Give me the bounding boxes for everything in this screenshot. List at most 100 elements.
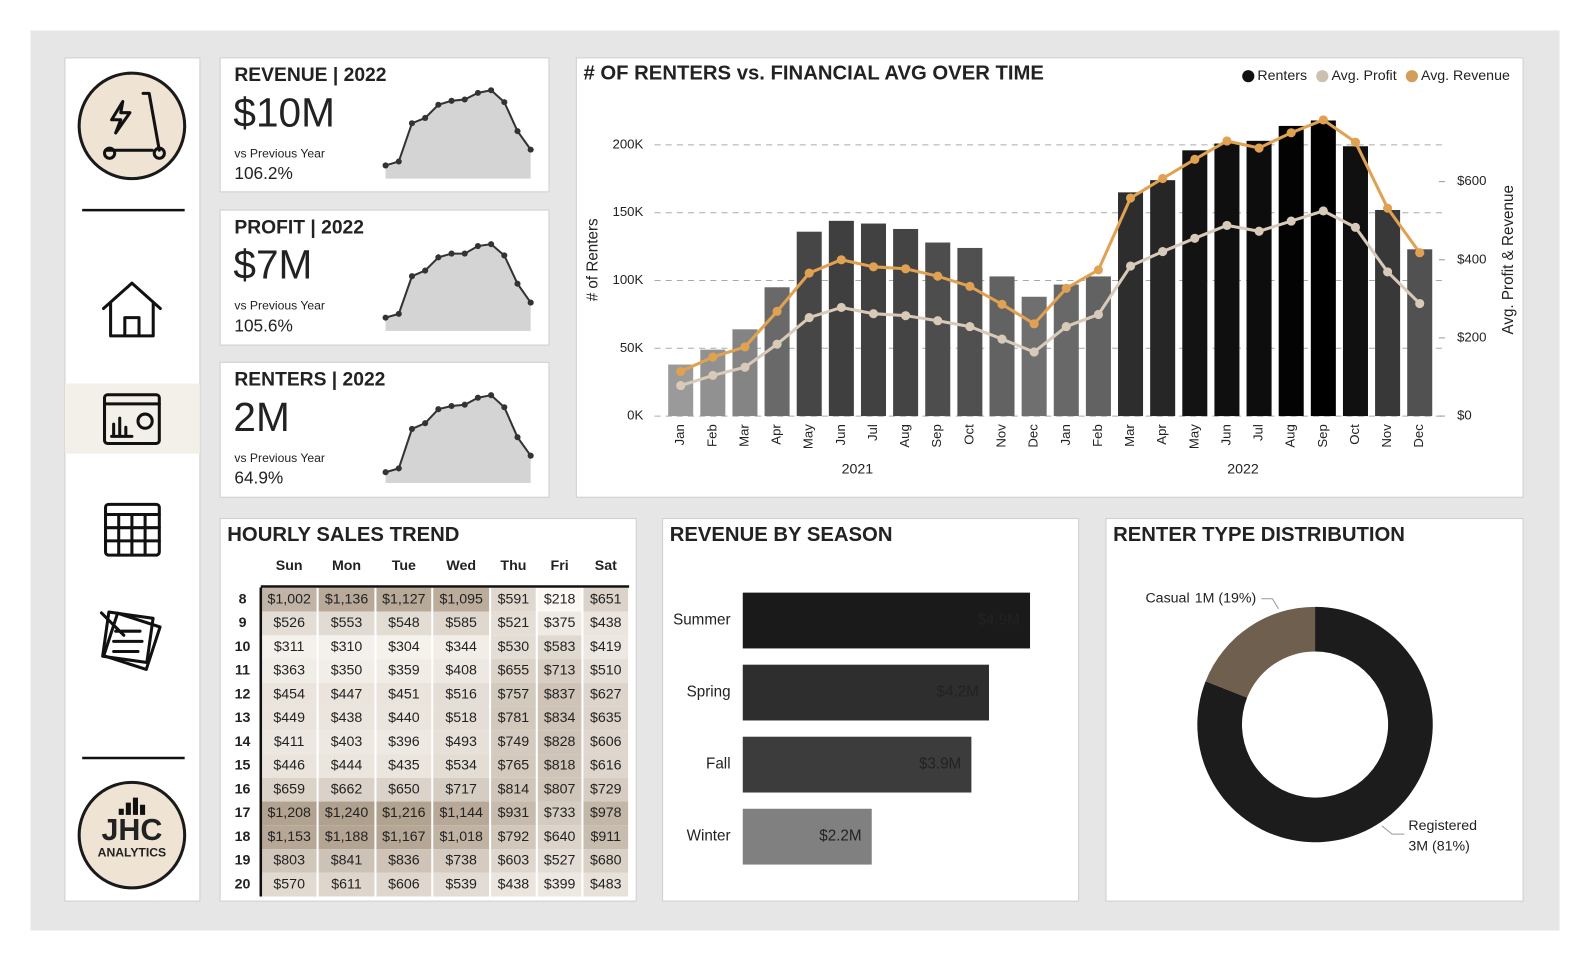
cell-value: $651 xyxy=(590,591,622,607)
x-tick-label: Jan xyxy=(1058,424,1073,445)
heat-cell xyxy=(318,659,375,683)
cell-value: $1,144 xyxy=(439,805,483,821)
cell-value: $792 xyxy=(498,829,530,845)
cell-value: $483 xyxy=(590,876,622,892)
line-point xyxy=(708,370,718,381)
sparkline-point xyxy=(474,89,481,96)
heat-cell xyxy=(261,872,317,897)
line-series xyxy=(680,209,1421,388)
cell-value: $814 xyxy=(498,781,530,797)
table-title: HOURLY SALES TREND xyxy=(227,524,459,546)
cell-value: $411 xyxy=(274,734,305,750)
line-point xyxy=(1190,154,1200,164)
dashboard-nav[interactable] xyxy=(102,393,161,445)
bar xyxy=(1246,140,1272,417)
value-label: $4.2M xyxy=(937,684,979,701)
heat-cell xyxy=(261,587,317,612)
cell-value: $419 xyxy=(590,639,622,655)
bar xyxy=(989,276,1015,417)
cell-value: $781 xyxy=(498,710,530,726)
bar xyxy=(1053,284,1079,417)
line-point xyxy=(1383,203,1393,213)
slice-label: Casual 1M (19%) xyxy=(1145,590,1256,606)
cell-value: $680 xyxy=(590,853,622,869)
sparkline-point xyxy=(461,401,468,408)
x-tick-label: Oct xyxy=(961,424,976,445)
line-point xyxy=(1029,347,1039,357)
bar xyxy=(742,664,989,721)
bar xyxy=(893,228,919,417)
bar xyxy=(732,329,758,417)
cell-value: $733 xyxy=(544,805,576,821)
nav-icon-frame xyxy=(102,393,161,445)
category-label: Winter xyxy=(687,828,731,845)
heat-cell xyxy=(376,635,432,660)
column-header: Thu xyxy=(500,558,526,574)
sparkline-point xyxy=(382,162,389,169)
line-point xyxy=(804,268,814,278)
line-point xyxy=(901,311,911,321)
cell-value: $749 xyxy=(498,734,530,750)
heat-cell xyxy=(537,825,582,850)
column-header: Sun xyxy=(276,558,303,574)
value-label: $2.2M xyxy=(819,828,861,845)
sparkline-point xyxy=(448,250,455,257)
row-header: 19 xyxy=(235,853,251,869)
heat-cell xyxy=(433,872,490,897)
kpi-title: REVENUE | 2022 xyxy=(234,65,386,86)
sparkline-area xyxy=(385,395,531,484)
sparkline-point xyxy=(408,273,416,280)
notes-nav[interactable] xyxy=(99,610,162,671)
heat-cell xyxy=(537,730,582,755)
cell-value: $611 xyxy=(331,876,362,892)
heat-cell xyxy=(376,801,432,826)
heat-cell xyxy=(583,801,629,826)
cell-value: $310 xyxy=(331,639,363,655)
cell-value: $350 xyxy=(331,663,363,679)
heat-cell xyxy=(318,682,375,707)
cell-value: $438 xyxy=(331,710,363,726)
heat-cell xyxy=(433,587,490,612)
leader-line xyxy=(1381,825,1405,835)
slice-label: Registered 3M (81%) xyxy=(1408,818,1477,854)
sparkline-point xyxy=(395,158,402,165)
y2-tick-label: $400 xyxy=(1457,251,1486,266)
line-point xyxy=(676,366,686,377)
heat-cell xyxy=(537,706,582,731)
cell-value: $526 xyxy=(273,615,305,631)
legend-swatch xyxy=(1242,70,1255,83)
heat-cell xyxy=(491,849,536,873)
bar xyxy=(742,736,972,793)
brand-logo: JHC ANALYTICS xyxy=(77,780,187,890)
cell-value: $449 xyxy=(273,710,305,726)
x-tick-label: Sep xyxy=(1315,424,1330,447)
sparkline-point xyxy=(435,254,442,261)
sparkline-point xyxy=(501,252,508,259)
heat-cell xyxy=(537,682,582,707)
cell-value: $717 xyxy=(445,781,477,797)
sparkline-line xyxy=(385,89,532,167)
sparkline-point xyxy=(474,394,481,401)
y2-axis-title: Avg. Profit & Revenue xyxy=(1500,185,1517,334)
home-nav[interactable] xyxy=(101,281,162,338)
y-tick-label: 0K xyxy=(627,408,643,423)
bar xyxy=(1310,120,1336,417)
table-nav[interactable] xyxy=(104,502,161,557)
heat-cell xyxy=(318,825,375,850)
cell-value: $344 xyxy=(445,639,477,655)
line-point xyxy=(1125,261,1136,271)
cell-value: $1,216 xyxy=(382,805,426,821)
heat-cell xyxy=(318,777,375,802)
bar xyxy=(1375,209,1401,417)
cell-value: $650 xyxy=(388,781,420,797)
heat-cell xyxy=(583,682,629,707)
bar xyxy=(828,220,854,417)
heat-cell xyxy=(376,825,432,850)
cell-value: $375 xyxy=(544,615,576,631)
cell-value: $1,095 xyxy=(439,591,483,607)
heat-cell xyxy=(261,635,317,660)
heat-cell xyxy=(433,730,490,755)
donut-slice xyxy=(1197,606,1433,843)
legend-label: Avg. Revenue xyxy=(1421,68,1510,84)
heat-cell xyxy=(376,730,432,755)
